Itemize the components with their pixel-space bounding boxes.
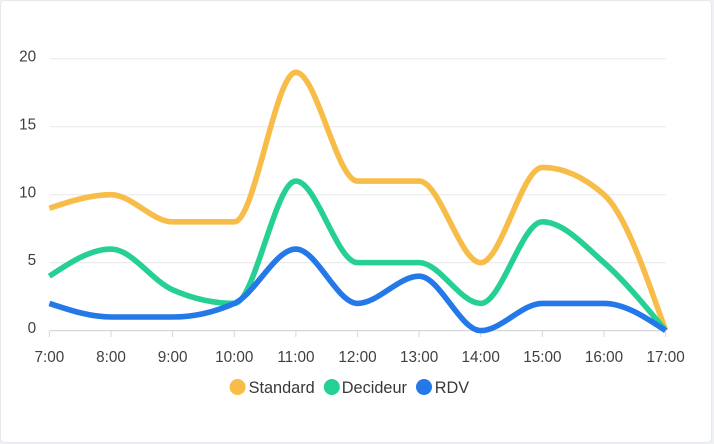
svg-text:RDV: RDV bbox=[435, 379, 470, 397]
svg-text:10:00: 10:00 bbox=[215, 349, 253, 366]
svg-text:13:00: 13:00 bbox=[400, 349, 438, 366]
svg-text:0: 0 bbox=[28, 320, 37, 337]
svg-text:16:00: 16:00 bbox=[585, 349, 623, 366]
svg-text:17:00: 17:00 bbox=[646, 349, 684, 366]
svg-text:5: 5 bbox=[28, 252, 37, 269]
svg-text:Standard: Standard bbox=[249, 379, 315, 397]
svg-text:7:00: 7:00 bbox=[35, 349, 65, 366]
svg-text:15: 15 bbox=[19, 116, 36, 133]
svg-text:20: 20 bbox=[19, 48, 36, 65]
svg-text:8:00: 8:00 bbox=[96, 349, 126, 366]
svg-text:Decideur: Decideur bbox=[342, 379, 408, 397]
svg-text:14:00: 14:00 bbox=[462, 349, 500, 366]
svg-text:12:00: 12:00 bbox=[338, 349, 376, 366]
svg-text:10: 10 bbox=[19, 184, 36, 201]
svg-text:9:00: 9:00 bbox=[158, 349, 188, 366]
svg-text:11:00: 11:00 bbox=[277, 349, 314, 366]
svg-text:15:00: 15:00 bbox=[523, 349, 561, 366]
